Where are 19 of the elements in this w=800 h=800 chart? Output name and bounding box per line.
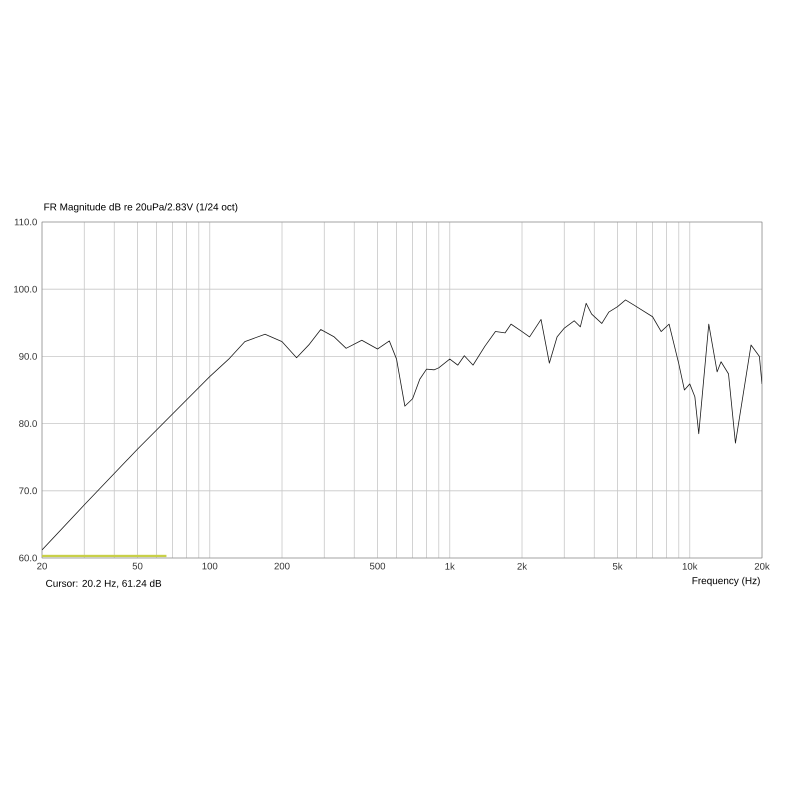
y-tick-label: 110.0 bbox=[14, 218, 37, 226]
y-tick-label: 80.0 bbox=[19, 420, 37, 427]
text: Cursor: 20.2 Hz, 61.24 dB bbox=[46, 580, 162, 588]
x-tick-label: 1k bbox=[445, 562, 455, 570]
y-tick-label: 60.0 bbox=[19, 554, 37, 562]
y-tick-label: 100.0 bbox=[14, 286, 37, 293]
y-tick-label: 90.0 bbox=[19, 353, 37, 360]
x-tick-label: 5k bbox=[612, 562, 623, 570]
y-tick-label: 70.0 bbox=[19, 487, 37, 494]
chart-title: FR Magnitude dB re 20uPa/2.83V (1/24 oct) bbox=[44, 203, 238, 212]
x-tick-label: 10k bbox=[682, 562, 698, 570]
x-axis-title: Frequency (Hz) bbox=[692, 576, 760, 586]
x-tick-label: 50 bbox=[132, 562, 142, 570]
x-tick-label: 20k bbox=[754, 562, 770, 570]
x-tick-label: 500 bbox=[370, 562, 386, 570]
x-tick-label: 2k bbox=[517, 562, 528, 570]
x-tick-label: 100 bbox=[202, 562, 218, 570]
x-tick-label: 200 bbox=[274, 562, 290, 570]
x-tick-label: 20 bbox=[37, 562, 47, 570]
